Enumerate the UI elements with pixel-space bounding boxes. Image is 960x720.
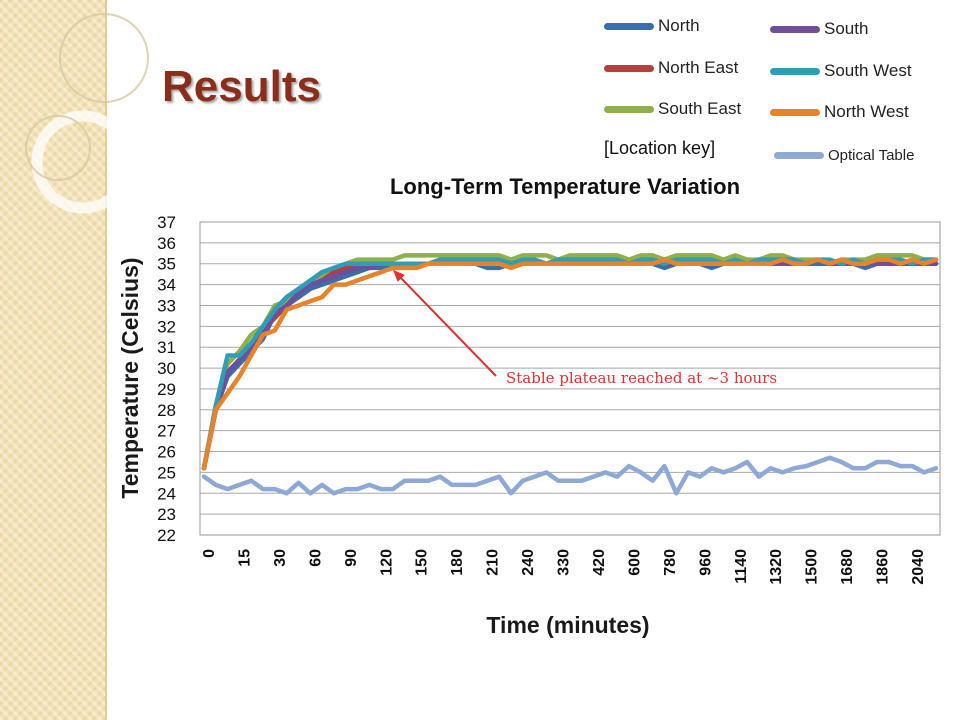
annotation-arrow	[400, 277, 497, 377]
series-line-south-west	[201, 257, 939, 471]
y-tick-label: 30	[157, 359, 176, 378]
legend-item-south-east: South East	[604, 97, 741, 121]
y-tick-label: 37	[157, 213, 176, 232]
y-tick-label: 35	[157, 255, 176, 274]
annotation-label: Stable plateau reached at ~3 hours	[506, 369, 778, 387]
x-tick-label: 210	[485, 549, 502, 576]
x-tick-label: 240	[520, 549, 537, 576]
legend-label-south-east: South East	[658, 99, 742, 118]
chart-title: Long-Term Temperature Variation	[389, 174, 741, 199]
series-line-optical-table	[201, 455, 939, 496]
x-tick-label: 2040	[910, 549, 927, 585]
legend-swatch-north	[604, 22, 654, 30]
x-tick-label: 180	[449, 549, 466, 576]
y-tick-label: 25	[157, 463, 176, 482]
legend-item-north-west: North West	[770, 100, 909, 124]
legend-label-optical-table: Optical Table	[828, 146, 915, 164]
x-tick-label: 120	[378, 549, 395, 576]
y-tick-label: 27	[157, 422, 176, 441]
series-line-south	[201, 257, 939, 471]
legend-swatch-north-west	[770, 108, 820, 116]
location-key-label: [Location key]	[604, 138, 716, 158]
legend-label-south: South	[824, 19, 869, 38]
x-tick-label: 60	[307, 549, 324, 567]
x-tick-label: 30	[272, 549, 289, 567]
y-tick-label: 31	[157, 338, 176, 357]
y-tick-label: 28	[157, 401, 176, 420]
legend-swatch-south-west	[770, 67, 820, 75]
legend-item-north: North	[604, 14, 700, 38]
x-tick-label: 780	[662, 549, 679, 576]
series-lines	[201, 253, 939, 496]
y-tick-label: 36	[157, 234, 176, 253]
legend-label-north: North	[658, 16, 700, 35]
x-tick-label: 1140	[733, 549, 750, 584]
legend-label-north-east: North East	[658, 58, 739, 77]
decorative-circles	[25, 13, 149, 214]
legend-swatch-south	[770, 25, 820, 33]
slide-title: Results	[162, 62, 321, 111]
legend-label-south-west: South West	[824, 61, 912, 80]
legend-swatch-optical-table	[774, 151, 824, 159]
x-tick-label: 600	[626, 549, 643, 576]
legend-item-optical-table: Optical Table	[774, 143, 914, 167]
y-tick-label: 22	[157, 526, 176, 545]
y-tick-label: 24	[157, 484, 176, 503]
y-tick-label: 23	[157, 505, 176, 524]
x-tick-label: 330	[556, 549, 573, 576]
x-tick-label: 1320	[768, 549, 785, 585]
y-tick-label: 29	[157, 380, 176, 399]
series-line-north-west	[201, 257, 939, 471]
plot-area-frame	[199, 221, 941, 536]
x-tick-label: 150	[414, 549, 431, 576]
x-tick-label: 15	[236, 549, 253, 567]
x-axis-label: Time (minutes)	[486, 612, 649, 638]
y-tick-label: 33	[157, 296, 176, 315]
legend-item-north-east: North East	[604, 56, 738, 80]
series-line-north-east	[201, 261, 939, 471]
x-tick-label: 1680	[839, 549, 856, 585]
x-tick-label: 960	[697, 549, 714, 576]
legend-label-north-west: North West	[824, 102, 909, 121]
y-axis-label: Temperature (Celsius)	[117, 257, 143, 498]
x-tick-label: 0	[201, 549, 218, 558]
legend-swatch-south-east	[604, 105, 654, 113]
x-tick-label: 1860	[875, 549, 892, 585]
x-tick-label: 1500	[804, 549, 821, 585]
legend-item-south: South	[770, 17, 868, 41]
legend-swatch-north-east	[604, 64, 654, 72]
y-tick-label: 32	[157, 317, 176, 336]
legend-item-south-west: South West	[770, 59, 912, 83]
x-tick-label: 420	[591, 549, 608, 576]
x-tick-labels: 0 15 30 60 90 120 150 180 210 240 330 420 600 780 960 1…	[201, 549, 927, 585]
annotation-arrow-head	[392, 269, 405, 282]
y-tick-label: 26	[157, 443, 176, 462]
y-tick-label: 34	[157, 276, 176, 295]
x-tick-label: 90	[343, 549, 360, 567]
series-line-north	[201, 261, 939, 471]
